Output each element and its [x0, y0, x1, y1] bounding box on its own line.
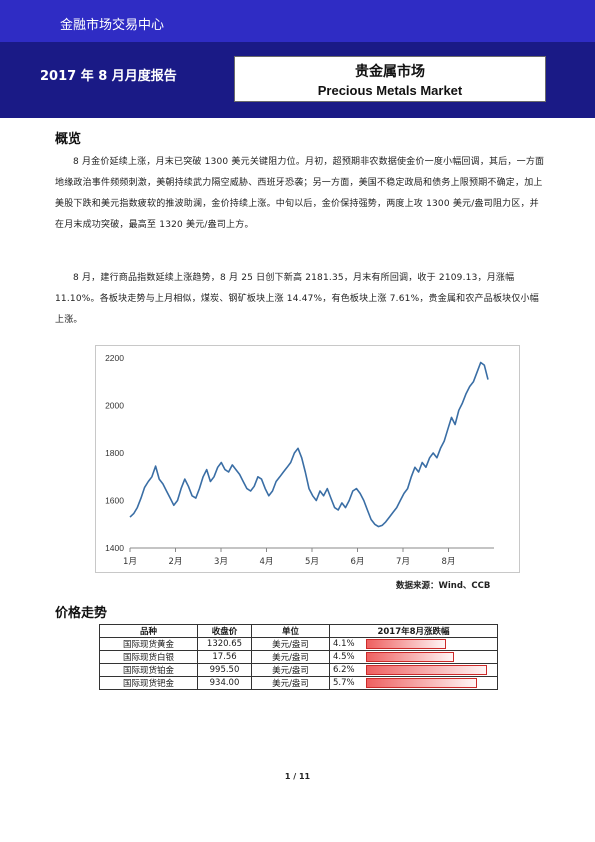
- x-tick-label: 2月: [169, 557, 183, 567]
- row-name: 国际现货钯金: [99, 676, 198, 690]
- brand-name: 金融市场交易中心: [60, 18, 165, 33]
- y-tick-label: 1800: [105, 448, 124, 458]
- table-header-row: 品种 收盘价 单位 2017年8月涨跌幅: [99, 624, 498, 638]
- row-change: 5.7%: [329, 676, 364, 690]
- table-row: 国际现货黄金 1320.65 美元/盎司 4.1%: [99, 637, 498, 651]
- overview-heading: 概览: [55, 132, 82, 147]
- row-unit: 美元/盎司: [251, 637, 330, 651]
- index-chart: 1400 1600 1800 2000 2200 1月 2月 3月 4月 5月 6月 7月 8月: [95, 345, 520, 573]
- table-row: 国际现货白银 17.56 美元/盎司 4.5%: [99, 650, 498, 664]
- x-tick-label: 5月: [305, 557, 319, 567]
- title-cn: 贵金属市场: [355, 64, 425, 80]
- change-bar: [365, 639, 446, 649]
- row-unit: 美元/盎司: [251, 663, 330, 677]
- change-bar: [365, 665, 488, 675]
- x-tick-label: 4月: [260, 557, 274, 567]
- col-name-header: 品种: [99, 624, 198, 638]
- y-tick-label: 1600: [105, 496, 124, 506]
- row-unit: 美元/盎司: [251, 650, 330, 664]
- y-tick-label: 2200: [105, 353, 124, 363]
- table-row: 国际现货铂金 995.50 美元/盎司 6.2%: [99, 663, 498, 677]
- overview-paragraph-2: 8 月，建行商品指数延续上涨趋势，8 月 25 日创下新高 2181.35，月末…: [55, 273, 539, 325]
- report-title: 2017 年 8 月月度报告: [40, 69, 177, 84]
- x-tick-label: 1月: [123, 557, 137, 567]
- x-tick-label: 6月: [351, 557, 365, 567]
- source-note: 数据来源：Wind、CCB: [396, 581, 491, 591]
- change-bar: [365, 678, 478, 688]
- row-unit: 美元/盎司: [251, 676, 330, 690]
- page-number: 1 / 11: [284, 772, 311, 781]
- table-row: 国际现货钯金 934.00 美元/盎司 5.7%: [99, 676, 498, 690]
- row-close: 934.00: [197, 676, 252, 690]
- overview-paragraph-1: 8 月金价延续上涨，月末已突破 1300 美元关键阻力位。月初，超预期非农数据使…: [55, 157, 545, 230]
- y-tick-label: 1400: [105, 543, 124, 553]
- row-change: 4.1%: [329, 637, 364, 651]
- top-band: 金融市场交易中心: [0, 0, 595, 42]
- price-table: 品种 收盘价 单位 2017年8月涨跌幅 国际现货黄金 1320.65 美元/盎…: [99, 624, 498, 690]
- index-series-line: [129, 361, 489, 528]
- title-en: Precious Metals Market: [317, 83, 463, 98]
- col-unit-header: 单位: [251, 624, 330, 638]
- row-name: 国际现货白银: [99, 650, 198, 664]
- title-box: 贵金属市场 Precious Metals Market: [234, 56, 546, 102]
- row-close: 17.56: [197, 650, 252, 664]
- row-name: 国际现货黄金: [99, 637, 198, 651]
- row-name: 国际现货铂金: [99, 663, 198, 677]
- index-chart-svg: 1400 1600 1800 2000 2200 1月 2月 3月 4月 5月 6月 7月 8月: [105, 353, 494, 567]
- row-close: 1320.65: [197, 637, 252, 651]
- col-close-header: 收盘价: [197, 624, 252, 638]
- change-bar: [365, 652, 454, 662]
- col-change-header: 2017年8月涨跌幅: [329, 624, 498, 638]
- x-tick-label: 7月: [396, 557, 410, 567]
- y-tick-label: 2000: [105, 401, 124, 411]
- row-change: 4.5%: [329, 650, 364, 664]
- x-tick-label: 8月: [442, 557, 456, 567]
- x-tick-label: 3月: [214, 557, 228, 567]
- row-close: 995.50: [197, 663, 252, 677]
- row-change: 6.2%: [329, 663, 364, 677]
- prices-heading: 价格走势: [55, 606, 108, 621]
